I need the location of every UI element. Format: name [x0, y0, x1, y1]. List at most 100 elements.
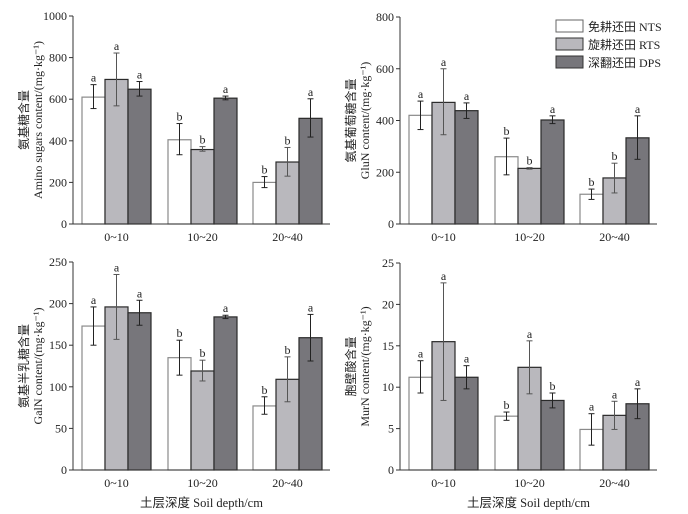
significance-letter: a — [114, 260, 120, 274]
bar-rts-1 — [190, 148, 215, 225]
x-tick-label: 0~10 — [104, 476, 129, 490]
significance-letter: b — [262, 383, 268, 397]
y-tick-label: 1000 — [43, 9, 67, 23]
y-tick-label: 400 — [49, 134, 67, 148]
significance-letter: b — [527, 154, 533, 168]
significance-letter: b — [285, 133, 291, 147]
significance-letter: b — [550, 379, 556, 393]
significance-letter: a — [137, 68, 143, 82]
x-axis-title: 土层深度 Soil depth/cm — [140, 495, 263, 510]
bar-dps-1 — [540, 399, 565, 471]
bar-rts-1 — [190, 370, 215, 471]
significance-letter: b — [177, 110, 183, 124]
y-tick-label: 600 — [376, 62, 394, 76]
bar-nts-0 — [408, 114, 433, 225]
significance-letter: a — [612, 387, 618, 401]
y-tick-label: 0 — [388, 463, 394, 477]
significance-letter: a — [589, 400, 595, 414]
y-tick-label: 200 — [49, 175, 67, 189]
y-tick-label: 100 — [49, 380, 67, 394]
significance-letter: a — [308, 300, 314, 314]
significance-letter: a — [114, 39, 120, 53]
significance-letter: b — [200, 133, 206, 147]
y-tick-label: 50 — [55, 421, 67, 435]
significance-letter: b — [589, 175, 595, 189]
y-axis-title-cn: 氨基糖含量 — [16, 90, 31, 150]
significance-letter: a — [550, 102, 556, 116]
y-tick-label: 20 — [382, 297, 394, 311]
y-tick-label: 800 — [49, 51, 67, 65]
x-tick-label: 10~20 — [514, 476, 545, 490]
significance-letter: b — [200, 346, 206, 360]
significance-letter: a — [223, 82, 229, 96]
legend-swatch — [555, 37, 584, 51]
chart-panel-top-left: a b b a b b a a a 0 200 400 600 800 1000 0~10 10~20 20~40… — [16, 9, 330, 244]
y-axis-title-cn: 胞壁酸含量 — [343, 336, 358, 396]
x-tick-label: 0~10 — [431, 230, 456, 244]
significance-letter: b — [285, 343, 291, 357]
y-tick-label: 0 — [388, 217, 394, 231]
legend: 免耕还田 NTS 旋耕还田 RTS 深翻还田 DPS — [555, 19, 662, 70]
legend-swatch — [555, 19, 584, 33]
y-axis-title-cn: 氨基葡萄糖含量 — [343, 78, 358, 162]
significance-letter: a — [635, 375, 641, 389]
bar-dps-0 — [127, 312, 152, 471]
bar-dps-1 — [213, 97, 238, 225]
legend-swatch — [555, 55, 584, 69]
significance-letter: a — [418, 87, 424, 101]
y-tick-label: 600 — [49, 92, 67, 106]
x-tick-label: 20~40 — [272, 476, 303, 490]
significance-letter: a — [418, 347, 424, 361]
y-axis-title: GalN content/(mg·kg⁻¹) — [31, 308, 45, 425]
x-tick-label: 20~40 — [599, 476, 630, 490]
significance-letter: b — [177, 326, 183, 340]
y-tick-label: 10 — [382, 380, 394, 394]
significance-letter: a — [91, 293, 97, 307]
bar-dps-0 — [454, 110, 479, 225]
legend-item: 免耕还田 NTS — [555, 19, 662, 34]
significance-letter: a — [464, 89, 470, 103]
significance-letter: a — [635, 102, 641, 116]
x-tick-label: 0~10 — [104, 230, 129, 244]
chart-panel-top-right: a b b a b b a a a 0 200 400 600 800 0~10 10~20 20~40 氨基葡萄… — [343, 10, 657, 244]
bar-dps-1 — [540, 119, 565, 225]
y-tick-label: 150 — [49, 338, 67, 352]
y-axis-title-cn: 氨基半乳糖含量 — [16, 324, 31, 408]
significance-letter: a — [308, 85, 314, 99]
legend-label: 旋耕还田 RTS — [588, 37, 660, 52]
bar-rts-1 — [517, 167, 542, 225]
significance-letter: b — [504, 124, 510, 138]
x-tick-label: 10~20 — [187, 230, 218, 244]
x-tick-label: 10~20 — [514, 230, 545, 244]
x-tick-label: 0~10 — [431, 476, 456, 490]
significance-letter: a — [137, 286, 143, 300]
y-tick-label: 200 — [49, 297, 67, 311]
y-tick-label: 250 — [49, 255, 67, 269]
significance-letter: a — [464, 352, 470, 366]
bar-dps-0 — [127, 88, 152, 225]
y-tick-label: 0 — [61, 217, 67, 231]
y-axis-title: GluN content/(mg·kg⁻¹) — [358, 62, 372, 180]
x-tick-label: 20~40 — [272, 230, 303, 244]
y-axis-title: MurN content/(mg·kg⁻¹) — [358, 306, 372, 426]
y-tick-label: 25 — [382, 256, 394, 270]
significance-letter: b — [612, 149, 618, 163]
bar-nts-0 — [81, 325, 106, 471]
bar-nts-2 — [252, 181, 277, 225]
bar-nts-0 — [81, 96, 106, 225]
y-axis-title: Amino sugars content/(mg·kg⁻¹) — [31, 41, 45, 199]
y-tick-label: 0 — [61, 463, 67, 477]
bar-nts-2 — [252, 405, 277, 471]
significance-letter: a — [91, 71, 97, 85]
significance-letter: b — [504, 398, 510, 412]
y-tick-label: 800 — [376, 10, 394, 24]
chart-panel-bottom-right: a b a a a a a b a 0 5 10 15 20 25 0~10 10~20 20~40 胞壁酸含量 Mu… — [343, 256, 657, 510]
x-axis-title: 土层深度 Soil depth/cm — [467, 495, 590, 510]
chart-panel-bottom-left: a b b a b b a a a 0 50 100 150 200 250 0~10 10~20 20~40 氨基… — [16, 255, 330, 510]
y-tick-label: 5 — [388, 422, 394, 436]
y-tick-label: 15 — [382, 339, 394, 353]
y-tick-label: 400 — [376, 114, 394, 128]
significance-letter: a — [441, 55, 447, 69]
bar-nts-1 — [494, 415, 519, 471]
